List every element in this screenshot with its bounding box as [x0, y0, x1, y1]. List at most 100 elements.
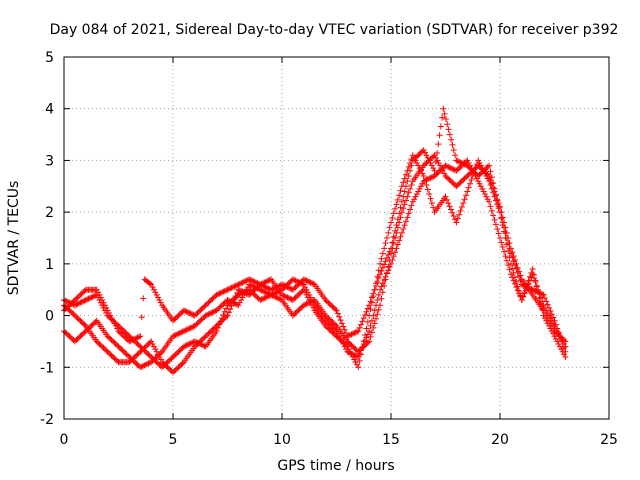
- data-point: [295, 278, 302, 285]
- data-point: [345, 346, 352, 353]
- data-point: [366, 302, 373, 309]
- data-point: [232, 294, 239, 301]
- data-point: [341, 341, 348, 348]
- data-point: [224, 302, 231, 309]
- data-point: [236, 280, 243, 287]
- data-point: [153, 359, 160, 366]
- data-point: [558, 346, 565, 353]
- data-point: [457, 163, 464, 170]
- data-point: [532, 288, 539, 295]
- data-point: [298, 304, 305, 311]
- data-point: [300, 286, 307, 293]
- data-point: [78, 319, 85, 326]
- data-point: [201, 334, 208, 341]
- data-point: [283, 282, 290, 289]
- data-point: [289, 286, 296, 293]
- data-point: [476, 180, 483, 187]
- data-point: [224, 286, 231, 293]
- data-point: [488, 180, 495, 187]
- data-point: [152, 289, 159, 296]
- data-point: [183, 342, 190, 349]
- data-point: [156, 353, 163, 360]
- data-point: [506, 240, 513, 247]
- data-point: [551, 333, 558, 340]
- data-point: [510, 258, 517, 265]
- data-point: [298, 280, 305, 287]
- data-point: [441, 170, 448, 177]
- data-point: [296, 290, 303, 297]
- data-point: [432, 171, 439, 178]
- data-point: [467, 180, 474, 187]
- data-point: [333, 328, 340, 335]
- data-point: [487, 181, 494, 188]
- data-point: [486, 172, 493, 179]
- data-point: [300, 302, 307, 309]
- data-point: [253, 293, 260, 300]
- data-point: [84, 296, 91, 303]
- data-point: [293, 293, 300, 300]
- data-point: [291, 311, 298, 318]
- data-point: [329, 319, 336, 326]
- data-point: [447, 206, 454, 213]
- data-point: [170, 333, 176, 340]
- data-point: [310, 297, 317, 304]
- data-point: [171, 316, 178, 323]
- data-point: [420, 178, 427, 185]
- data-point: [225, 286, 232, 293]
- data-point: [216, 290, 223, 297]
- data-point: [199, 304, 206, 311]
- data-point: [494, 201, 501, 208]
- data-point: [367, 333, 374, 340]
- data-point: [443, 196, 450, 203]
- data-point: [127, 357, 134, 364]
- data-point: [268, 291, 275, 298]
- data-point: [97, 342, 104, 349]
- data-point: [262, 289, 269, 296]
- data-point: [247, 288, 254, 295]
- data-point: [445, 200, 452, 207]
- data-point: [249, 277, 256, 284]
- data-point: [381, 277, 388, 284]
- data-point: [163, 360, 170, 367]
- data-point: [407, 185, 414, 192]
- data-point: [253, 285, 260, 292]
- data-point: [174, 331, 181, 338]
- data-point: [408, 156, 415, 163]
- data-point: [516, 268, 523, 275]
- data-point: [85, 295, 92, 302]
- data-point: [172, 351, 179, 358]
- data-point: [559, 348, 566, 355]
- data-point: [510, 277, 517, 284]
- data-point: [543, 312, 550, 319]
- data-point: [119, 331, 126, 338]
- data-point: [351, 356, 358, 363]
- data-point: [228, 284, 235, 291]
- data-point: [138, 314, 145, 321]
- data-point: [134, 361, 141, 368]
- data-point: [373, 315, 380, 322]
- data-point: [306, 299, 313, 306]
- data-point: [253, 279, 260, 286]
- data-point: [539, 298, 546, 305]
- y-tick-label: -1: [40, 360, 54, 376]
- data-point: [419, 180, 426, 187]
- data-point: [240, 278, 247, 285]
- data-point: [397, 204, 404, 211]
- data-point: [377, 260, 384, 267]
- data-point: [175, 330, 182, 337]
- data-point: [213, 307, 220, 314]
- data-point: [499, 214, 506, 221]
- data-point: [366, 338, 373, 345]
- data-point: [487, 176, 494, 183]
- data-point: [71, 297, 78, 304]
- data-point: [209, 295, 216, 302]
- data-point: [104, 348, 111, 355]
- data-point: [93, 291, 100, 298]
- data-point: [400, 225, 407, 232]
- data-point: [172, 366, 179, 373]
- data-point: [108, 337, 115, 344]
- data-point: [402, 197, 409, 204]
- data-point: [338, 338, 345, 345]
- data-point: [450, 213, 457, 220]
- data-point: [74, 300, 81, 307]
